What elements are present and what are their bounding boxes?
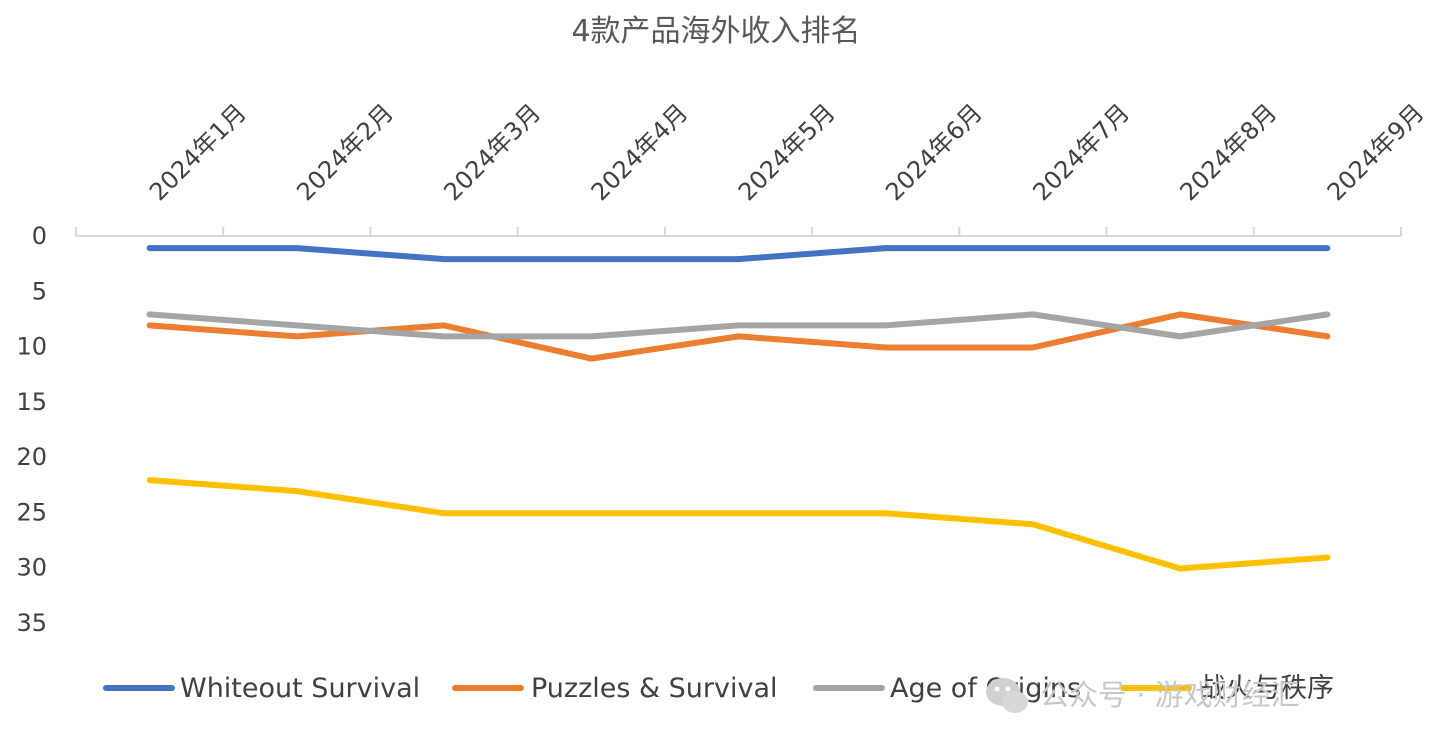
x-axis: 2024年1月 2024年2月 2024年3月 2024年4月 2024年5月 2024年… [75, 99, 1430, 237]
x-tick-label: 2024年5月 [733, 99, 841, 207]
legend-label: Age of Origins [890, 673, 1081, 704]
x-tick-label: 2024年3月 [438, 99, 546, 207]
x-tick-label: 2024年8月 [1175, 99, 1283, 207]
y-tick-label: 0 [32, 222, 47, 250]
x-tick-label: 2024年1月 [144, 99, 252, 207]
legend-label: Whiteout Survival [180, 673, 420, 704]
y-tick-label: 25 [16, 498, 47, 526]
y-tick-label: 35 [16, 609, 47, 637]
legend: Whiteout Survival Puzzles & Survival Age o… [103, 673, 1334, 704]
series-line [146, 245, 1331, 263]
y-axis-ticks: 0 5 10 15 20 25 30 35 [16, 222, 47, 637]
series-lines [146, 245, 1331, 572]
series-line [146, 311, 1331, 362]
series-line [146, 311, 1331, 340]
y-tick-label: 30 [16, 554, 47, 582]
y-tick-label: 5 [32, 277, 47, 305]
x-tick-label: 2024年2月 [291, 99, 399, 207]
series-line [146, 477, 1331, 572]
watermark-text: 公众号 · 游戏财经汇 [1040, 678, 1300, 712]
x-tick-label: 2024年6月 [880, 99, 988, 207]
y-tick-label: 15 [16, 388, 47, 416]
x-tick-label: 2024年9月 [1322, 99, 1430, 207]
y-tick-label: 10 [16, 333, 47, 361]
wechat-icon [986, 678, 1028, 713]
legend-label: Puzzles & Survival [531, 673, 778, 704]
chart-title: 4款产品海外收入排名 [571, 14, 860, 49]
watermark: 公众号 · 游戏财经汇 [986, 678, 1300, 713]
x-tick-label: 2024年4月 [586, 99, 694, 207]
legend-label: 战火与秩序 [1199, 673, 1334, 704]
y-tick-label: 20 [16, 443, 47, 471]
x-tick-label: 2024年7月 [1027, 99, 1135, 207]
